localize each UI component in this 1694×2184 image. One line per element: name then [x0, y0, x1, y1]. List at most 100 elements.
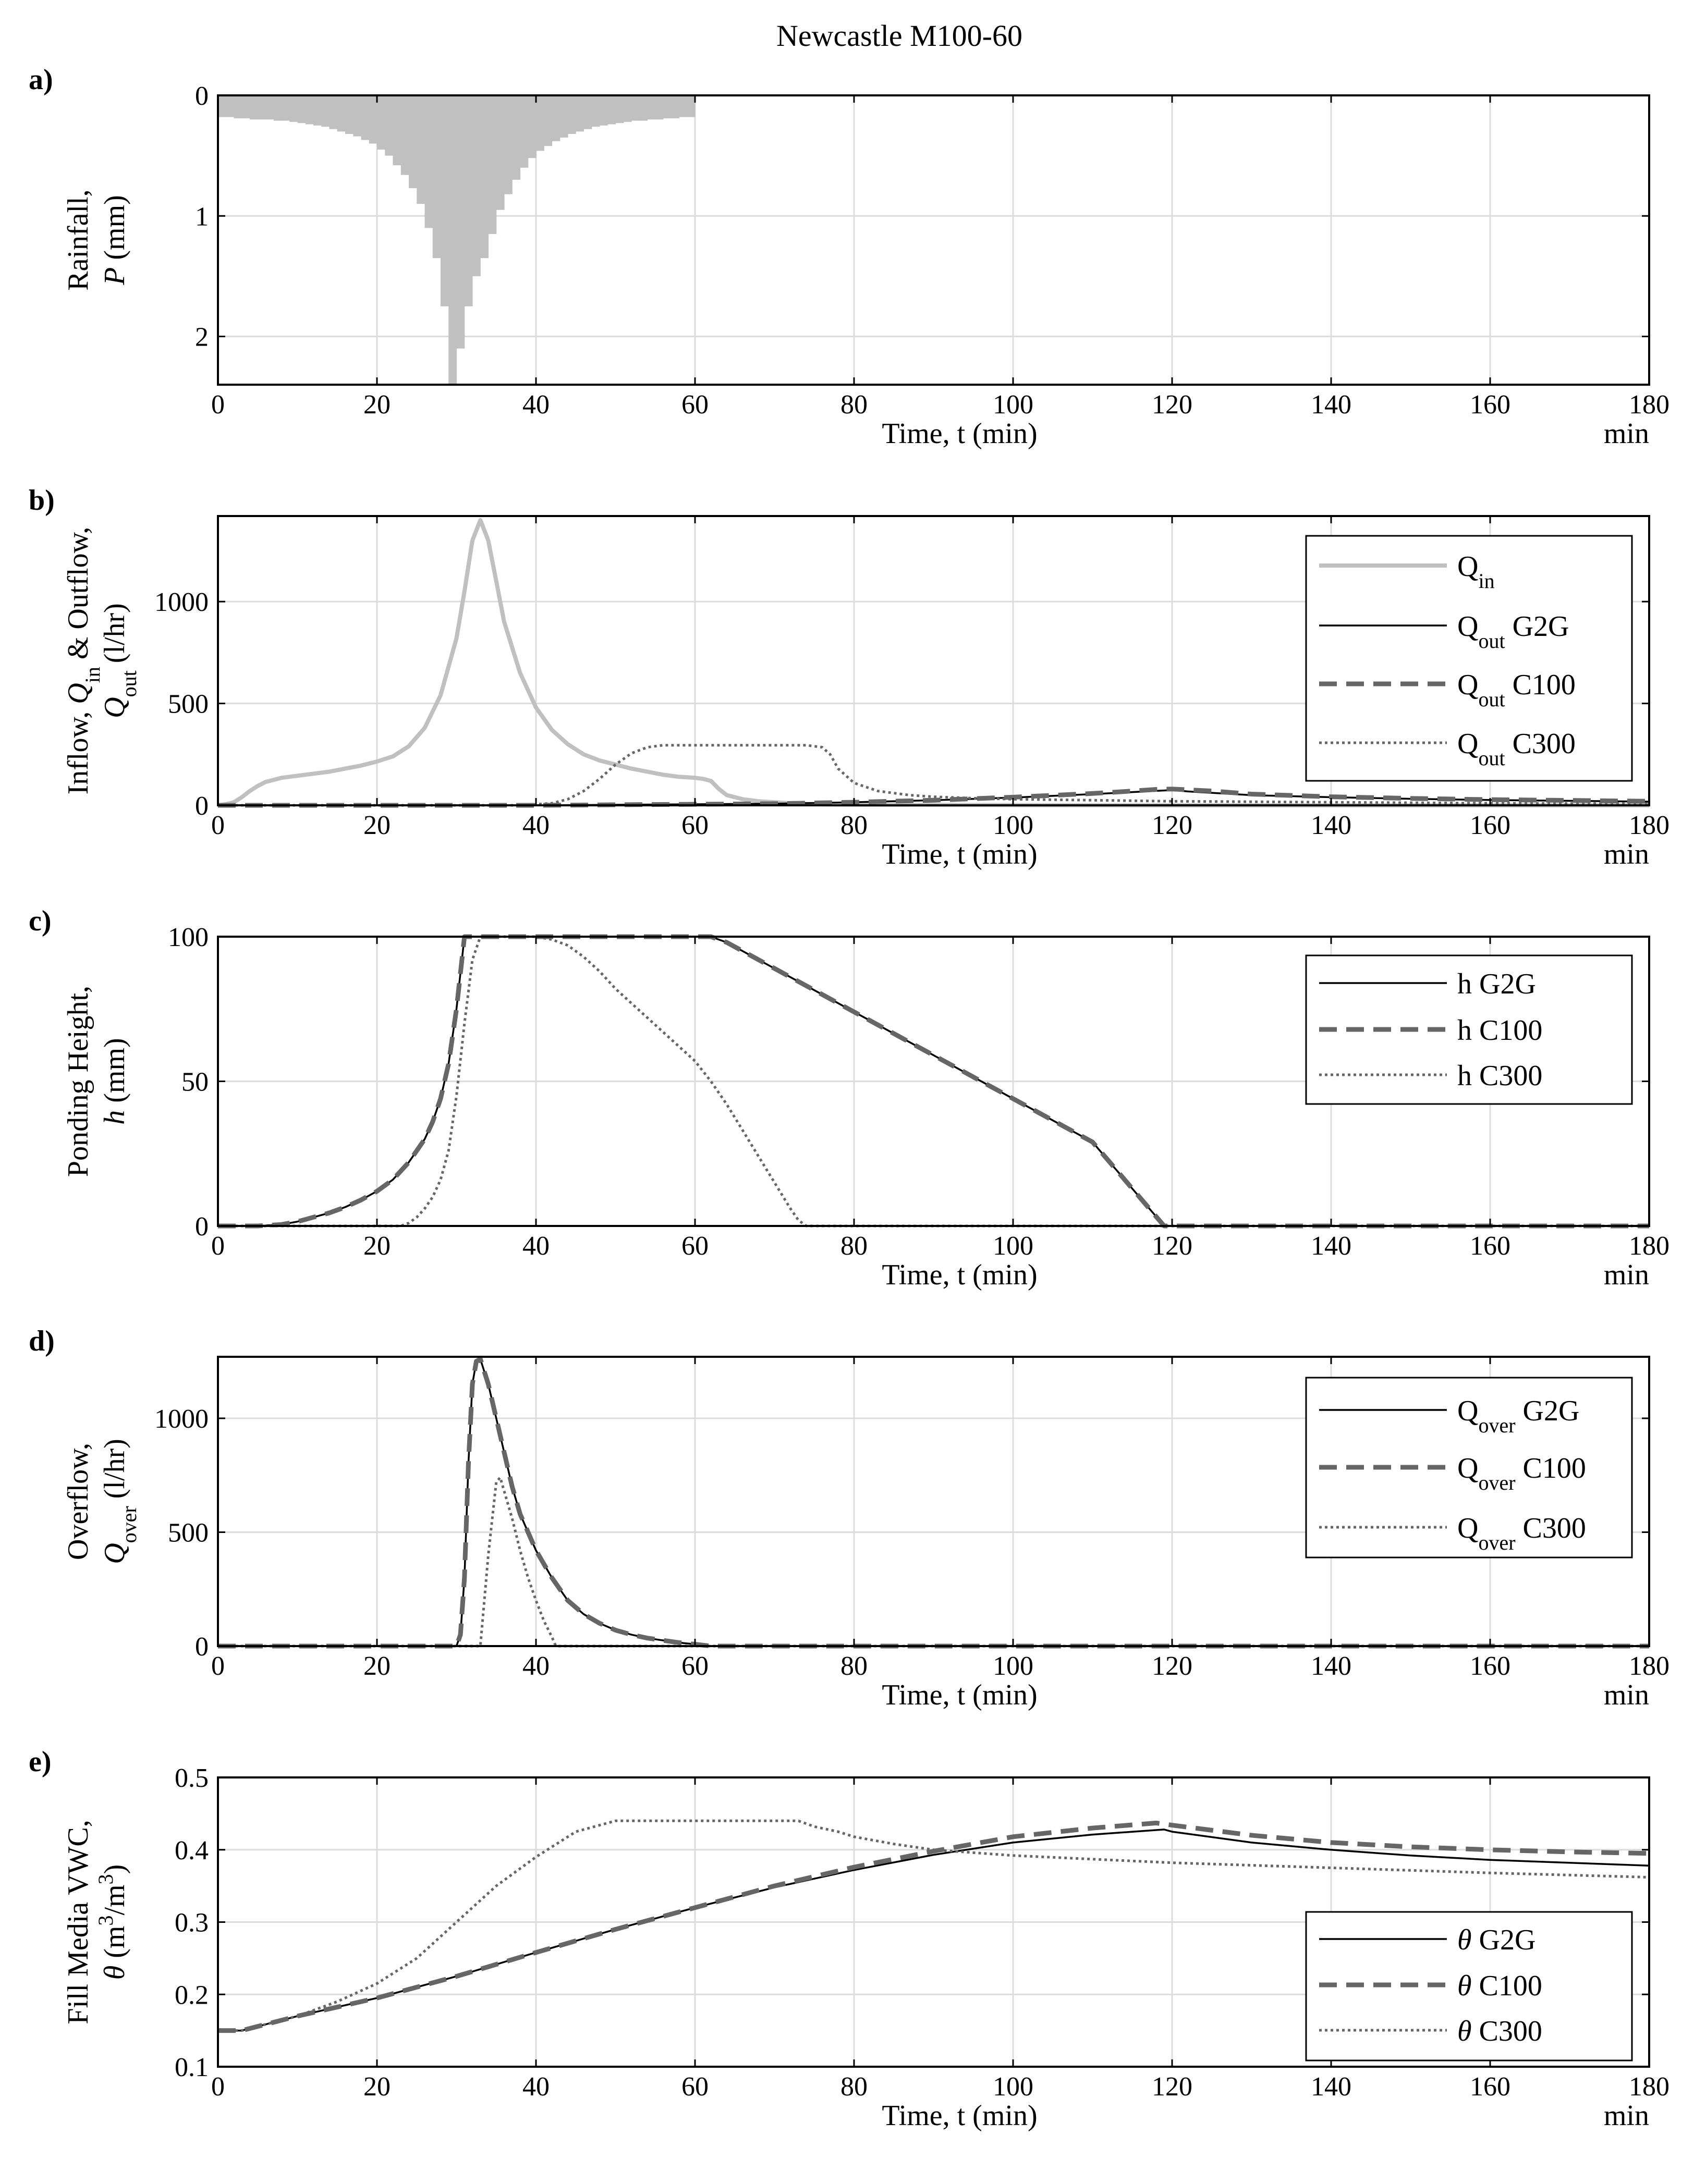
- rain-bar: [432, 95, 441, 259]
- rain-bar: [536, 95, 544, 151]
- legend-entry: Qin: [1457, 550, 1495, 593]
- rain-bar: [528, 95, 537, 158]
- x-tick-label: 40: [522, 811, 550, 840]
- x-tick-label: 140: [1311, 2072, 1351, 2102]
- rain-bar: [607, 95, 616, 125]
- legend-entry: θ G2G: [1457, 1924, 1535, 1956]
- x-tick-label: 160: [1470, 1231, 1510, 1261]
- rain-bar: [472, 95, 481, 276]
- y-tick-label: 2: [195, 323, 209, 352]
- y-tick-label: 0: [195, 81, 209, 111]
- x-tick-label: 120: [1152, 1231, 1192, 1261]
- y-tick-label: 50: [181, 1068, 209, 1097]
- x-tick-label: 80: [840, 1651, 868, 1681]
- panel-b: 0 20 40 60 80 100 120 140 160 180 0 500 1000 Time, t …: [29, 484, 1669, 870]
- rain-bar: [258, 95, 266, 120]
- x-tick-label: 120: [1152, 390, 1192, 420]
- rain-bar: [464, 95, 473, 306]
- x-tick-label: 140: [1311, 390, 1351, 420]
- x-tick-label: 100: [993, 2072, 1033, 2102]
- rain-bar: [663, 95, 672, 118]
- rain-bar: [273, 95, 282, 121]
- y-axis-label: Inflow, Qin & Outflow,: [62, 527, 104, 795]
- rain-bar: [393, 95, 401, 166]
- x-tick-label: 60: [681, 2072, 709, 2102]
- x-tick-label: 0: [211, 811, 225, 840]
- x-axis-label: Time, t (min): [882, 1679, 1037, 1711]
- rain-bar: [369, 95, 377, 144]
- x-axis-unit: min: [1604, 1679, 1649, 1711]
- legend-entry: Qout C300: [1457, 728, 1576, 770]
- rain-bar: [234, 95, 242, 118]
- x-tick-label: 40: [522, 2072, 550, 2102]
- x-tick-label: 80: [840, 390, 868, 420]
- y-tick-label: 0.5: [175, 1763, 209, 1793]
- x-tick-label: 0: [211, 1231, 225, 1261]
- y-axis-label: Ponding Height,: [62, 986, 94, 1177]
- rain-bar: [353, 95, 362, 137]
- rain-bar: [417, 95, 425, 204]
- rain-bar: [241, 95, 250, 118]
- x-tick-label: 160: [1470, 390, 1510, 420]
- rain-bar: [544, 95, 553, 146]
- rain-bar: [591, 95, 600, 127]
- panel-e: 0 20 40 60 80 100 120 140 160 180 0.1 0.2 0.3 0.4 0.5 T…: [29, 1746, 1669, 2132]
- axes-frame: [217, 1356, 1650, 1647]
- legend-entry: h C300: [1457, 1060, 1542, 1092]
- x-tick-label: 80: [840, 2072, 868, 2102]
- y-axis-label: Qover (l/hr): [99, 1439, 141, 1564]
- rain-bar: [568, 95, 576, 134]
- x-tick-label: 140: [1311, 1231, 1351, 1261]
- x-tick-label: 60: [681, 811, 709, 840]
- legend: Qover G2G Qover C100 Qover C300: [1305, 1377, 1633, 1559]
- legend-entry: Qover G2G: [1457, 1395, 1579, 1437]
- series-line-h-C300: [218, 935, 1649, 1228]
- rain-bar: [647, 95, 656, 120]
- rain-bar: [456, 95, 465, 349]
- x-axis-label: Time, t (min): [882, 2100, 1037, 2132]
- rain-bar: [655, 95, 664, 120]
- x-axis-unit: min: [1604, 838, 1649, 870]
- panel-tag: b): [29, 484, 55, 517]
- panel-tag: a): [29, 64, 53, 96]
- y-axis-label: h (mm): [99, 1038, 131, 1124]
- rain-bar: [615, 95, 624, 124]
- x-tick-label: 120: [1152, 2072, 1192, 2102]
- rain-bar: [297, 95, 306, 124]
- x-tick-label: 40: [522, 1231, 550, 1261]
- x-tick-label: 20: [363, 390, 391, 420]
- rain-bar: [496, 95, 505, 210]
- axes-frame: [217, 515, 1650, 806]
- x-tick-label: 20: [363, 1651, 391, 1681]
- legend-entry: h C100: [1457, 1014, 1542, 1047]
- x-tick-label: 120: [1152, 811, 1192, 840]
- rain-bar: [448, 95, 457, 385]
- rain-bar: [424, 95, 433, 228]
- legend-entry: Qover C100: [1457, 1452, 1586, 1494]
- legend-entry: Qover C300: [1457, 1512, 1586, 1554]
- y-tick-label: 0.3: [175, 1908, 209, 1938]
- rain-bar: [329, 95, 338, 129]
- x-tick-label: 60: [681, 1651, 709, 1681]
- series-line-Q-in: [217, 518, 1649, 807]
- legend-entry: h G2G: [1457, 968, 1536, 1000]
- x-tick-label: 180: [1629, 2072, 1669, 2102]
- rain-bar: [305, 95, 314, 125]
- x-tick-label: 100: [993, 1231, 1033, 1261]
- y-axis-label: θ (m3/m3): [94, 1864, 131, 1980]
- legend-entry: θ C300: [1457, 2015, 1542, 2047]
- rain-bar: [289, 95, 298, 122]
- rain-bar: [409, 95, 417, 189]
- rain-bar: [250, 95, 258, 120]
- rain-bar: [559, 95, 568, 138]
- rain-bar: [441, 95, 449, 306]
- y-tick-label: 0: [195, 1632, 209, 1662]
- panel-a: 0 20 40 60 80 100 120 140 160 180 0 1 2 Time, t (min)…: [29, 64, 1669, 450]
- x-tick-label: 180: [1629, 1651, 1669, 1681]
- x-tick-label: 0: [211, 2072, 225, 2102]
- legend-entry: Qout G2G: [1457, 610, 1569, 653]
- y-axis-label: Overflow,: [62, 1443, 94, 1560]
- y-tick-label: 0: [195, 791, 209, 821]
